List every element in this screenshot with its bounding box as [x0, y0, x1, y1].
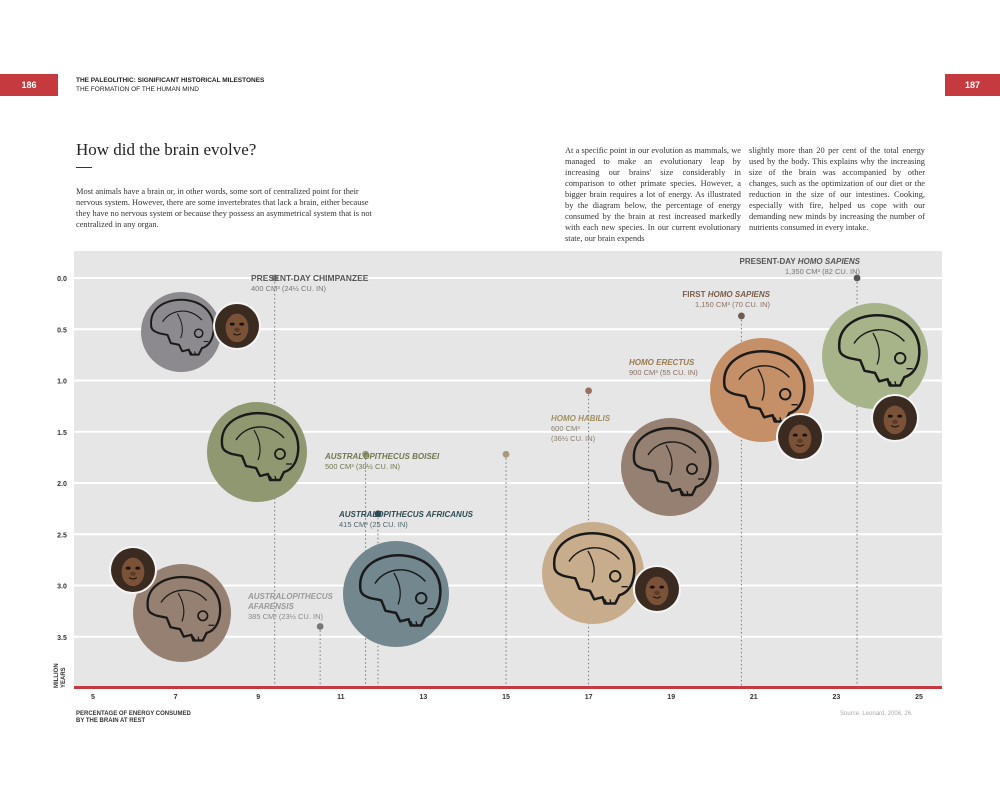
data-point: [362, 450, 369, 458]
page-number-right: 187: [945, 74, 1000, 96]
body-column-2: slightly more than 20 per cent of the to…: [749, 146, 925, 232]
early-sapiens-circle: [710, 338, 814, 442]
data-point: [271, 274, 279, 282]
body-column-1: At a specific point in our evolution as …: [565, 146, 741, 243]
modern-sapiens-face-photo: [871, 394, 919, 442]
label-first-sapiens-title: FIRST HOMO SAPIENS: [682, 290, 770, 299]
afarensis-circle: [133, 564, 231, 662]
x-tick-label: 17: [585, 694, 593, 701]
label-afarensis-detail: 385 CM³ (23½ CU. IN): [248, 612, 324, 621]
y-axis-title-line1: MILLION: [54, 663, 60, 688]
label-habilis-title: HOMO HABILIS: [551, 414, 611, 423]
source-note: Source: Leonard, 2006, 26.: [840, 711, 913, 717]
y-axis-title: MILLION YEARS: [54, 663, 67, 688]
x-axis-title: PERCENTAGE OF ENERGY CONSUMED BY THE BRA…: [76, 711, 216, 725]
label-first-sapiens-prefix: FIRST: [682, 290, 705, 299]
label-boisei-title: AUSTRALOPITHECUS BOISEI: [324, 452, 440, 461]
y-tick-label: 1.5: [57, 430, 67, 437]
data-point: [316, 623, 324, 630]
x-axis-title-line1: PERCENTAGE OF ENERGY CONSUMED: [76, 711, 191, 717]
x-tick-label: 9: [256, 694, 260, 701]
label-erectus-title: HOMO ERECTUS: [629, 358, 695, 367]
x-axis-line: [74, 686, 942, 689]
label-africanus-detail: 415 CM³ (25 CU. IN): [339, 520, 408, 529]
x-tick-label: 19: [667, 694, 675, 701]
label-first-sapiens-name: HOMO SAPIENS: [708, 290, 771, 299]
y-tick-label: 2.0: [57, 481, 67, 488]
label-chimp-title: PRESENT-DAY CHIMPANZEE: [251, 273, 369, 283]
y-tick-label: 1.0: [57, 379, 67, 386]
x-tick-label: 15: [502, 694, 510, 701]
label-modern-sapiens-prefix: PRESENT-DAY: [740, 257, 797, 266]
x-tick-label: 7: [174, 694, 178, 701]
y-tick-label: 3.5: [57, 635, 67, 642]
label-habilis-detail2: (36½ CU. IN): [551, 434, 596, 443]
label-afarensis-line2: AFARENSIS: [247, 602, 294, 611]
label-first-sapiens-detail: 1,150 CM³ (70 CU. IN): [695, 300, 771, 309]
y-axis-title-line2: YEARS: [61, 667, 67, 688]
x-tick-labels: 5 7 9 11 13 15 17 19 21 23 25: [91, 694, 923, 701]
x-axis-title-line2: BY THE BRAIN AT REST: [76, 718, 146, 724]
early-sapiens-face-photo: [776, 413, 824, 461]
habilis-face-photo: [633, 565, 681, 613]
data-point: [585, 387, 592, 395]
data-points: [271, 274, 861, 630]
x-tick-label: 21: [750, 694, 758, 701]
x-tick-label: 25: [915, 694, 923, 701]
x-tick-label: 13: [420, 694, 428, 701]
data-point: [502, 450, 510, 458]
y-tick-label: 3.0: [57, 584, 67, 591]
label-boisei-detail: 500 CM³ (30½ CU. IN): [325, 462, 401, 471]
page-number-left: 186: [0, 74, 58, 96]
x-tick-label: 23: [833, 694, 841, 701]
data-point: [853, 274, 861, 282]
habilis-circle: [542, 522, 644, 624]
y-tick-label: 2.5: [57, 532, 67, 539]
page-title: How did the brain evolve?: [76, 140, 257, 159]
running-head-subtitle: THE FORMATION OF THE HUMAN MIND: [76, 86, 199, 93]
chimpanzee-photo: [213, 302, 261, 350]
x-tick-label: 5: [91, 694, 95, 701]
running-head: THE PALEOLITHIC: SIGNIFICANT HISTORICAL …: [76, 76, 264, 94]
data-point: [738, 312, 745, 320]
intro-paragraph: Most animals have a brain or, in other w…: [76, 187, 372, 229]
y-tick-labels: 0.0 0.5 1.0 1.5 2.0 2.5 3.0 3.5: [57, 276, 67, 642]
label-chimp-detail: 400 CM³ (24½ CU. IN): [251, 284, 327, 293]
africanus-circle: [343, 541, 449, 647]
running-head-title: THE PALEOLITHIC: SIGNIFICANT HISTORICAL …: [76, 77, 265, 84]
label-africanus-title: AUSTRALOPITHECUS AFRICANUS: [338, 510, 474, 519]
label-erectus-detail: 900 CM³ (55 CU. IN): [629, 368, 698, 377]
erectus-circle: [621, 418, 719, 516]
label-modern-sapiens-detail: 1,350 CM³ (82 CU. IN): [785, 267, 861, 276]
chimp-circle: [141, 292, 221, 372]
afarensis-face-photo: [109, 546, 157, 594]
x-tick-label: 11: [337, 694, 345, 701]
modern-sapiens-circle: [822, 303, 928, 409]
label-afarensis-line1: AUSTRALOPITHECUS: [247, 592, 334, 601]
boisei-circle: [207, 402, 307, 502]
label-modern-sapiens-title: PRESENT-DAY HOMO SAPIENS: [740, 257, 861, 266]
data-point: [374, 510, 382, 518]
y-tick-label: 0.0: [57, 276, 67, 283]
y-tick-label: 0.5: [57, 327, 67, 334]
label-habilis-detail1: 600 CM³: [551, 424, 580, 433]
label-modern-sapiens-name: HOMO SAPIENS: [798, 257, 861, 266]
title-rule: [76, 167, 92, 168]
